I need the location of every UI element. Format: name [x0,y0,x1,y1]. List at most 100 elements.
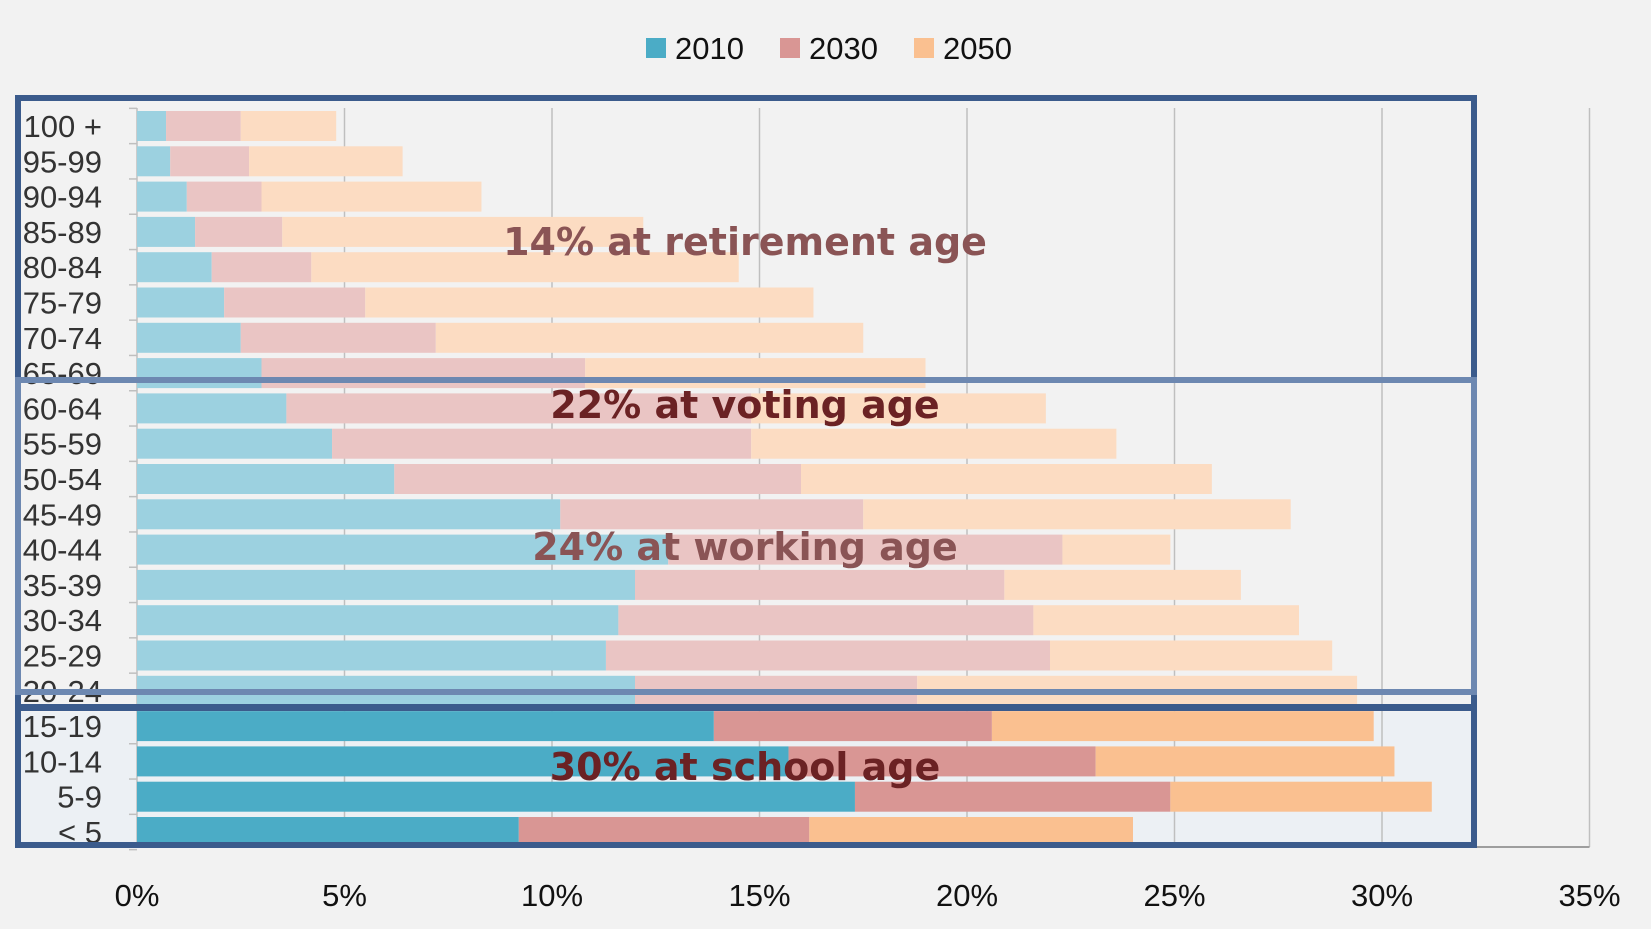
bar-2030-5054 [394,464,801,494]
legend-label-2030: 2030 [809,31,878,66]
bar-2010-6569 [137,358,262,389]
bar-2050-1519 [991,711,1374,742]
bar-2050-1014 [1095,746,1395,777]
bar-2030-4549 [560,499,864,530]
bar-2010-100 [137,111,167,141]
bar-2050-6569 [585,358,926,389]
category-label: 25-29 [23,639,102,674]
bar-2030-9094 [186,181,262,212]
category-label: 85-89 [23,215,102,250]
bar-2030-5559 [332,428,752,459]
x-tick-label: 20% [936,878,998,913]
bar-2030-8084 [211,252,312,283]
x-tick-labels: 0% 5% 10% 15% 20% 25% 30% 35% [115,878,1621,913]
bar-2050-100 [240,111,337,141]
bar-2050-5054 [801,464,1212,494]
bar-2030-2529 [605,640,1050,671]
bar-2010-4549 [137,499,561,530]
category-label: 90-94 [23,180,102,215]
x-tick-label: 5% [322,878,367,913]
bar-2010-1014 [137,746,789,777]
bar-2030-9599 [170,146,250,177]
bar-2050-5559 [751,428,1117,459]
bar-2030-6064 [286,393,752,424]
annotation-label: 14% at retirement age [503,220,987,264]
bar-2050-4549 [863,499,1291,530]
bar-2030-1519 [713,711,992,742]
bar-2050-7579 [365,287,814,318]
category-labels: 100 +95-9990-9485-8980-8475-7970-7465-69… [23,109,102,850]
category-label: 60-64 [23,391,102,426]
bar-2030-3034 [618,605,1034,636]
bar-2050-8084 [311,252,739,283]
bar-2050-8589 [282,216,644,247]
category-label: 50-54 [23,462,102,497]
bar-2050-4044 [1062,534,1171,565]
bar-2010-3034 [137,605,619,636]
category-label: 100 + [24,109,102,144]
x-tick-label: 0% [115,878,160,913]
bar-2010-5559 [137,428,333,459]
category-label: 15-19 [23,709,102,744]
bar-2050-3539 [1004,569,1241,600]
bar-2010-3539 [137,569,635,600]
legend-swatch-2010 [646,38,666,58]
legend-label-2010: 2010 [675,31,744,66]
bars [137,111,1432,847]
legend-swatch-2050 [914,38,934,58]
bar-2010-7074 [137,322,241,353]
annotations: 14% at retirement age 22% at voting age 24… [503,220,987,789]
bar-2050-59 [1170,781,1432,812]
x-tick-label: 10% [521,878,583,913]
category-label: 55-59 [23,427,102,462]
bar-2050-9094 [261,181,482,212]
bar-2010-5054 [137,464,395,494]
category-label: 95-99 [23,144,102,179]
bar-2010-8589 [137,216,196,247]
legend-swatch-2030 [780,38,800,58]
category-label: 75-79 [23,286,102,321]
bar-2010-4044 [137,534,669,565]
legend: 2010 2030 2050 [646,31,1012,66]
bar-2030-59 [854,781,1171,812]
category-label: 45-49 [23,497,102,532]
x-tick-label: 30% [1351,878,1413,913]
school-age-box [15,705,1477,848]
bar-2030-3539 [635,569,1005,600]
bar-2050-3034 [1033,605,1299,636]
category-label: 5-9 [57,780,102,815]
category-label: 80-84 [23,250,102,285]
bar-2010-8084 [137,252,212,283]
x-tick-label: 25% [1143,878,1205,913]
bar-2050-6064 [751,393,1046,424]
category-label: 65-69 [23,356,102,391]
annotation-label: 30% at school age [550,745,941,789]
annotation-label: 24% at working age [532,525,958,569]
bar-2030-7579 [224,287,366,318]
bar-2010-2529 [137,640,606,671]
bar-2010-1519 [137,711,714,742]
bar-2050-7074 [435,322,864,353]
x-tick-label: 35% [1558,878,1620,913]
annotation-label: 22% at voting age [550,383,939,427]
bar-2010-59 [137,781,855,812]
category-label: 35-39 [23,568,102,603]
bar-2010-7579 [137,287,225,318]
bar-2010-9094 [137,181,187,212]
category-label: 40-44 [23,533,102,568]
legend-label-2050: 2050 [943,31,1012,66]
bar-2030-7074 [240,322,436,353]
category-label: 10-14 [23,744,102,779]
category-label: 30-34 [23,603,102,638]
voting-age-box [15,377,1477,695]
bar-2030-4044 [668,534,1063,565]
bar-2010-9599 [137,146,171,177]
category-label: 70-74 [23,321,102,356]
bar-2030-100 [166,111,241,141]
x-tick-label: 15% [728,878,790,913]
bar-2030-6569 [261,358,586,389]
bar-2050-9599 [249,146,403,177]
bar-2010-6064 [137,393,287,424]
bar-2030-8589 [195,216,283,247]
